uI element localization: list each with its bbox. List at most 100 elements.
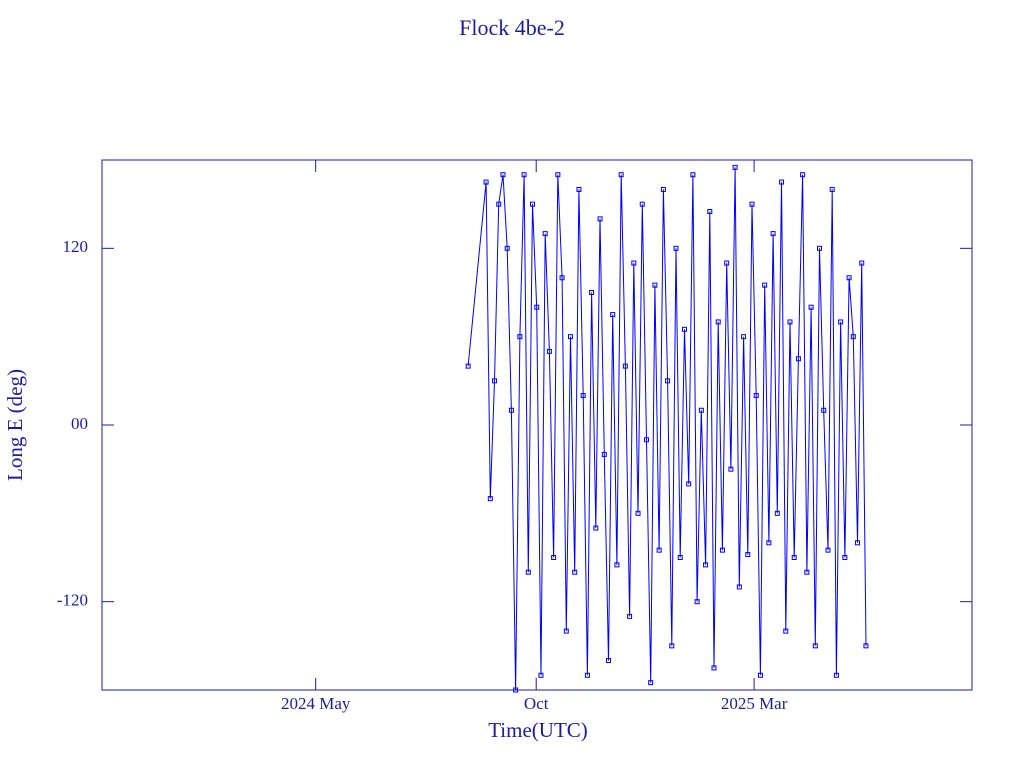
data-point xyxy=(787,319,793,325)
data-point xyxy=(563,628,569,634)
data-point xyxy=(551,555,557,560)
data-point xyxy=(652,282,658,288)
data-point xyxy=(492,378,498,384)
data-point xyxy=(846,275,852,281)
data-point xyxy=(610,312,616,318)
data-point xyxy=(821,407,827,413)
y-axis-label: Long E (deg) xyxy=(3,369,27,481)
data-point xyxy=(833,672,839,678)
data-point xyxy=(715,319,721,325)
data-point xyxy=(753,393,759,399)
x-tick-label: 2024 May xyxy=(281,694,351,713)
data-point xyxy=(736,584,742,590)
data-point xyxy=(698,407,704,413)
data-point xyxy=(850,334,856,340)
data-point xyxy=(660,186,666,192)
data-point xyxy=(719,547,725,553)
data-point xyxy=(559,275,565,281)
y-tick-label: 120 xyxy=(63,237,89,256)
data-point xyxy=(711,665,717,671)
data-point xyxy=(589,290,595,295)
data-point xyxy=(757,672,763,678)
data-point xyxy=(855,540,861,546)
data-point xyxy=(601,451,607,457)
data-point xyxy=(812,643,818,649)
data-point xyxy=(774,510,780,516)
data-point xyxy=(521,172,527,178)
data-point xyxy=(572,569,578,575)
data-point xyxy=(622,363,628,369)
data-point xyxy=(795,356,801,362)
x-tick-label: Oct xyxy=(524,694,549,713)
data-point xyxy=(584,672,590,678)
data-point xyxy=(749,201,755,207)
data-point xyxy=(665,378,671,384)
data-point xyxy=(546,348,552,354)
x-tick-label: 2025 Mar xyxy=(721,694,788,713)
data-point xyxy=(534,304,540,310)
data-point xyxy=(597,216,603,222)
data-point xyxy=(483,179,489,185)
data-point xyxy=(677,555,683,560)
data-point xyxy=(724,260,730,266)
data-point xyxy=(614,562,620,568)
data-point xyxy=(605,658,611,664)
data-point xyxy=(745,552,751,558)
data-point xyxy=(513,687,519,693)
data-point xyxy=(842,555,848,560)
data-point xyxy=(808,304,814,310)
data-point xyxy=(800,172,806,178)
plot-frame xyxy=(101,159,973,691)
data-point xyxy=(707,209,713,215)
data-point xyxy=(580,393,586,399)
data-point xyxy=(673,245,679,251)
data-point xyxy=(694,599,700,605)
data-point xyxy=(686,481,692,487)
data-point xyxy=(542,231,548,237)
data-point xyxy=(728,466,734,472)
data-point xyxy=(732,164,738,170)
data-point xyxy=(631,260,637,266)
data-point xyxy=(618,172,624,178)
data-point xyxy=(859,260,865,266)
data-point xyxy=(770,231,776,237)
data-point xyxy=(779,179,785,185)
data-point xyxy=(838,319,844,325)
data-point xyxy=(635,510,641,516)
data-point xyxy=(496,201,502,207)
data-point xyxy=(762,282,768,288)
data-point xyxy=(530,201,536,207)
data-point xyxy=(825,547,831,553)
data-point xyxy=(681,326,687,332)
data-point xyxy=(568,334,574,340)
chart-title: Flock 4be-2 xyxy=(459,15,565,40)
data-point xyxy=(517,334,523,340)
x-axis-label: Time(UTC) xyxy=(488,718,588,742)
data-point xyxy=(829,186,835,192)
data-line xyxy=(467,167,867,691)
data-point xyxy=(538,672,544,678)
data-point xyxy=(766,540,772,546)
data-point xyxy=(576,186,582,192)
data-point xyxy=(690,172,696,178)
data-point xyxy=(508,407,514,413)
data-point xyxy=(741,334,747,340)
data-point xyxy=(465,363,471,369)
data-point xyxy=(487,496,493,502)
data-point xyxy=(525,569,531,575)
data-point xyxy=(643,437,649,443)
y-tick-label: -120 xyxy=(57,591,88,610)
data-point xyxy=(593,525,599,531)
data-point xyxy=(817,245,823,251)
data-point xyxy=(703,562,709,568)
data-point xyxy=(791,555,797,560)
data-point xyxy=(555,172,561,178)
data-point xyxy=(669,643,675,649)
data-point xyxy=(804,569,810,575)
data-point xyxy=(639,201,645,207)
data-point xyxy=(648,680,654,686)
data-point xyxy=(783,628,789,634)
data-point xyxy=(863,643,869,649)
y-tick-label: 00 xyxy=(71,414,88,433)
